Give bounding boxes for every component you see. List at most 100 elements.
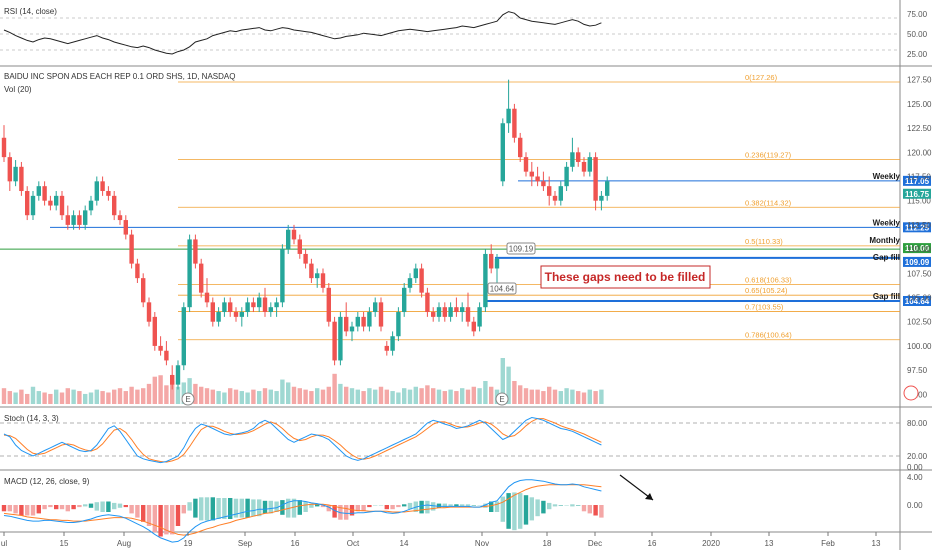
price-tick: 107.50	[907, 269, 932, 278]
macd-hist-bar	[146, 505, 152, 526]
annotations[interactable]: 109.19 104.64 These gaps need to be filled…	[181, 242, 919, 501]
candle-body	[141, 278, 146, 303]
time-tick: Aug	[117, 539, 131, 548]
macd-hist-bar	[59, 505, 65, 510]
macd-hist-bar	[448, 504, 453, 507]
macd-hist-bar	[593, 505, 598, 516]
candle-body	[576, 152, 581, 162]
candle-body	[344, 316, 349, 332]
price-tick: 122.50	[907, 124, 932, 133]
volume-bar	[199, 386, 204, 404]
candle-body	[164, 350, 169, 361]
macd-hist-bar	[494, 501, 500, 512]
macd-hist-bar	[216, 498, 221, 519]
candle-body	[465, 307, 471, 322]
volume-bar	[146, 383, 152, 404]
candle-body	[77, 215, 82, 225]
volume-bar	[564, 388, 569, 404]
macd-hist-bar	[570, 504, 575, 507]
candle-body	[106, 191, 111, 196]
macd-hist-bar	[199, 497, 204, 521]
candle-body	[593, 157, 598, 201]
fib-retracement[interactable]: 0(127.26) 0.236(119.27) 0.382(114.32) 0.5(1…	[178, 73, 900, 341]
time-tick: 18	[543, 539, 552, 548]
volume-bar	[164, 385, 169, 404]
macd-hist-bar	[454, 504, 459, 507]
candle-body	[581, 161, 587, 172]
macd-hist-bar	[94, 502, 99, 511]
candle-body	[558, 186, 563, 201]
candle-body	[471, 321, 476, 332]
stoch-pane: 80.00 20.00 0.00	[0, 416, 928, 472]
level-lines[interactable]: Weekly 117.05 Weekly 112.25 Monthly 110.00 Gap…	[0, 172, 931, 306]
volume-bar	[36, 391, 41, 404]
price-axis[interactable]: 127.50 125.00 122.50 120.00 117.50 115.00 112.…	[903, 76, 932, 400]
volume-bar	[77, 391, 82, 404]
macd-hist-bar	[7, 505, 12, 512]
candle-body	[123, 220, 128, 235]
volume-bar	[344, 386, 349, 404]
time-axis[interactable]: ul 15 Aug 19 Sep 16 Oct 14 Nov 18 Dec 16 2020 13 Feb 13	[1, 532, 881, 548]
volume-bar	[558, 391, 563, 404]
annotation-text: These gaps need to be filled	[545, 270, 706, 284]
candle-body	[13, 166, 18, 182]
volume-bar	[320, 389, 326, 404]
macd-hist-bar	[465, 504, 471, 507]
volume-bar	[88, 392, 94, 404]
macd-hist-bar	[309, 503, 314, 508]
volume-bar	[291, 386, 297, 404]
macd-hist-bar	[210, 497, 215, 521]
volume-bar	[210, 389, 215, 404]
candle-body	[181, 307, 186, 366]
stoch-d-line	[3, 418, 602, 463]
candle-body	[291, 229, 297, 240]
price-tick: 115.00	[907, 197, 931, 206]
candle-body	[326, 287, 331, 322]
macd-hist-bar	[587, 505, 592, 514]
macd-hist-bar	[523, 495, 529, 525]
price-tick: 105.00	[907, 294, 932, 303]
macd-hist-bar	[251, 499, 256, 517]
candle-body	[175, 365, 181, 385]
volume-bar	[100, 391, 105, 404]
fib-label: 0.65(105.24)	[745, 286, 788, 295]
macd-tick: 4.00	[907, 473, 923, 482]
candle-body	[460, 307, 465, 313]
fib-label: 0.786(100.64)	[745, 331, 792, 340]
candle-body	[222, 302, 227, 313]
fib-label: 0.236(119.27)	[745, 150, 792, 159]
volume-bar	[239, 391, 244, 404]
candle-body	[454, 307, 459, 313]
time-tick: Sep	[238, 539, 253, 548]
volume-bar	[599, 389, 604, 404]
macd-hist-bar	[355, 505, 360, 512]
price-tag-text: 117.05	[905, 177, 930, 186]
candle-body	[552, 195, 558, 201]
macd-hist-bar	[112, 502, 117, 510]
volume-bar	[1, 388, 7, 404]
candle-body	[512, 108, 517, 138]
macd-hist-bar	[48, 505, 53, 508]
macd-hist-bar	[117, 503, 123, 508]
rsi-label: RSI (14, close)	[4, 7, 57, 16]
candlesticks	[1, 79, 610, 390]
volume-bar	[465, 389, 471, 404]
macd-hist-bar	[141, 505, 146, 522]
candle-body	[396, 312, 401, 337]
candle-body	[523, 157, 529, 172]
macd-hist-bar	[552, 504, 558, 507]
candle-body	[349, 326, 355, 332]
volume-bar	[59, 392, 65, 404]
time-tick: Nov	[475, 539, 489, 548]
candle-body	[257, 297, 262, 308]
volume-bar	[378, 386, 384, 404]
time-tick: 16	[291, 539, 300, 548]
macd-hist-bar	[158, 505, 163, 537]
macd-hist-bar	[42, 505, 47, 510]
time-tick: ul	[1, 539, 7, 548]
macd-hist-bar	[13, 505, 18, 514]
trend-arrow	[619, 474, 654, 501]
volume-bar	[454, 391, 459, 404]
volume-bar	[13, 392, 18, 404]
